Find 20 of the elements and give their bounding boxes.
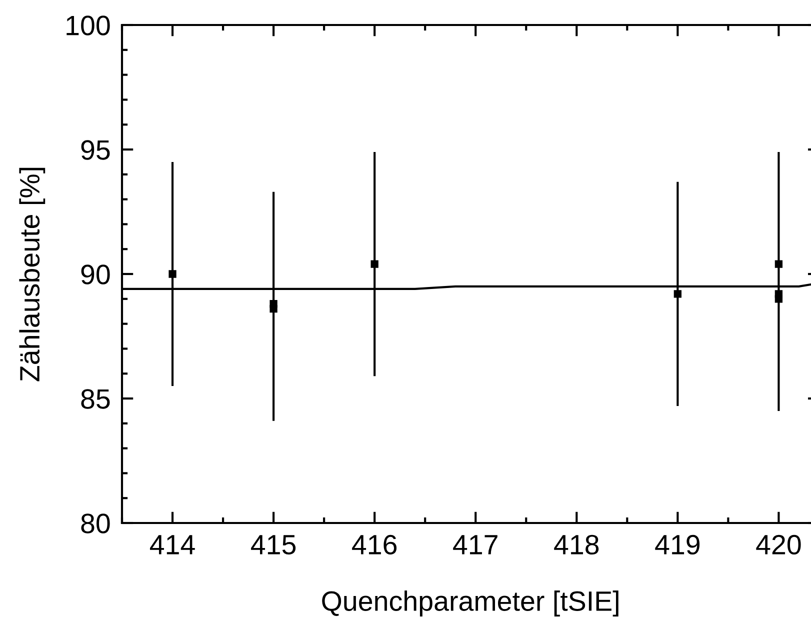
y-tick-label: 90: [81, 264, 110, 284]
x-tick-label: 420: [756, 534, 801, 555]
x-tick-label: 417: [453, 535, 498, 554]
x-tick-label: 416: [352, 534, 397, 555]
x-tick-label: 419: [655, 534, 700, 555]
point: [774, 260, 783, 268]
point: [270, 305, 278, 313]
y-tick-label: 80: [81, 514, 110, 534]
x-axis-title: Quenchparameter [tSIE]: [322, 590, 618, 616]
x-tick-label: 415: [251, 535, 296, 555]
x-tick-label: 418: [554, 534, 599, 555]
point: [674, 290, 682, 298]
y-tick-label: 85: [81, 389, 110, 409]
point: [774, 295, 783, 303]
y-tick-label: 95: [81, 140, 110, 160]
y-tick-label: 100: [66, 16, 110, 36]
point: [370, 260, 378, 268]
point: [168, 270, 176, 278]
y-axis-title: Zählausbeute [%]: [19, 168, 46, 382]
x-tick-label: 414: [150, 535, 195, 554]
